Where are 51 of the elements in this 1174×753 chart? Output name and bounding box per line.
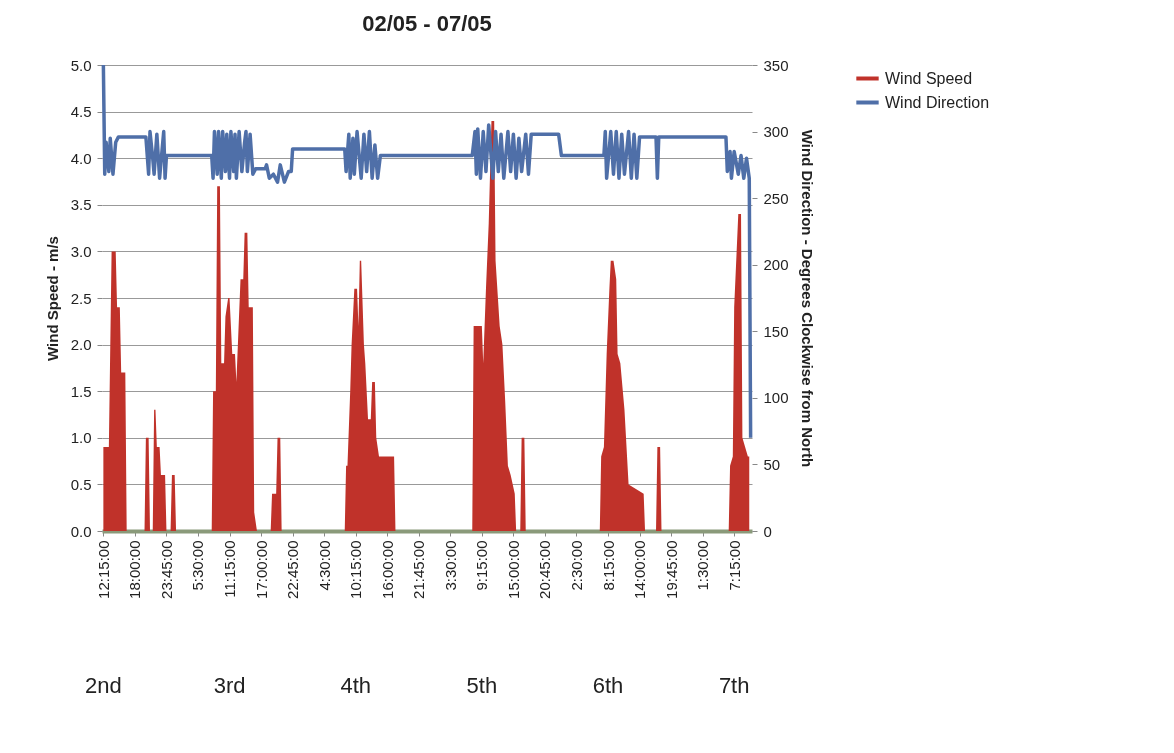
x-tick-label: 5:30:00 [189, 540, 207, 591]
x-tick-label: 14:00:00 [631, 540, 649, 599]
y-tick-label: 2.0 [70, 336, 92, 354]
chart-title: 02/05 - 07/05 [362, 11, 492, 36]
y-tick-label: 1.0 [70, 429, 92, 447]
x-tick-label: 22:45:00 [284, 540, 302, 599]
legend-label: Wind Speed [885, 69, 973, 87]
x-tick-label: 10:15:00 [347, 540, 365, 599]
y-tick-label: 4.0 [70, 149, 92, 167]
legend-label: Wind Direction [885, 93, 990, 111]
x-tick-label: 23:45:00 [157, 540, 175, 599]
y2-tick-label: 100 [763, 389, 789, 407]
y2-tick-label: 150 [763, 322, 789, 340]
x-tick-label: 20:45:00 [536, 540, 554, 599]
y2-axis-title: Wind Direction - Degrees Clockwise from North [798, 129, 816, 468]
y-tick-label: 1.5 [70, 382, 92, 400]
x-tick-label: 11:15:00 [221, 540, 239, 598]
text: 7th [718, 673, 750, 698]
y-tick-label: 4.5 [70, 103, 92, 121]
x-tick-label: 8:15:00 [599, 540, 617, 591]
x-tick-label: 18:00:00 [126, 540, 144, 599]
text: 5th [466, 673, 498, 698]
x-tick-label: 7:15:00 [725, 540, 743, 591]
y2-tick-label: 50 [763, 455, 781, 473]
y2-tick-label: 350 [763, 56, 789, 74]
x-tick-label: 3:30:00 [441, 540, 459, 591]
text: 2nd [85, 673, 122, 698]
x-tick-label: 9:15:00 [473, 540, 491, 591]
x-tick-label: 4:30:00 [315, 540, 333, 591]
text: 3rd [213, 673, 246, 698]
y-tick-label: 0.5 [70, 475, 92, 493]
x-tick-label: 16:00:00 [378, 540, 396, 599]
x-tick-label: 12:15:00 [94, 540, 112, 599]
x-tick-label: 2:30:00 [567, 540, 585, 591]
y2-tick-label: 0 [763, 522, 772, 540]
y-tick-label: 3.0 [70, 242, 92, 260]
x-tick-label: 17:00:00 [252, 540, 270, 599]
y2-tick-label: 300 [763, 123, 789, 141]
text: 6th [592, 673, 624, 698]
x-tick-label: 19:45:00 [662, 540, 680, 599]
y-tick-label: 0.0 [70, 522, 92, 540]
y2-tick-label: 200 [763, 256, 789, 274]
y-tick-label: 2.5 [70, 289, 92, 307]
y-tick-label: 5.0 [70, 56, 92, 74]
y-tick-label: 3.5 [70, 196, 92, 214]
x-tick-label: 1:30:00 [694, 540, 712, 591]
y2-tick-label: 250 [763, 189, 789, 207]
x-tick-label: 21:45:00 [410, 540, 428, 599]
y-axis-title: Wind Speed - m/s [43, 236, 61, 361]
text: 4th [340, 673, 371, 698]
x-tick-label: 15:00:00 [504, 540, 522, 599]
